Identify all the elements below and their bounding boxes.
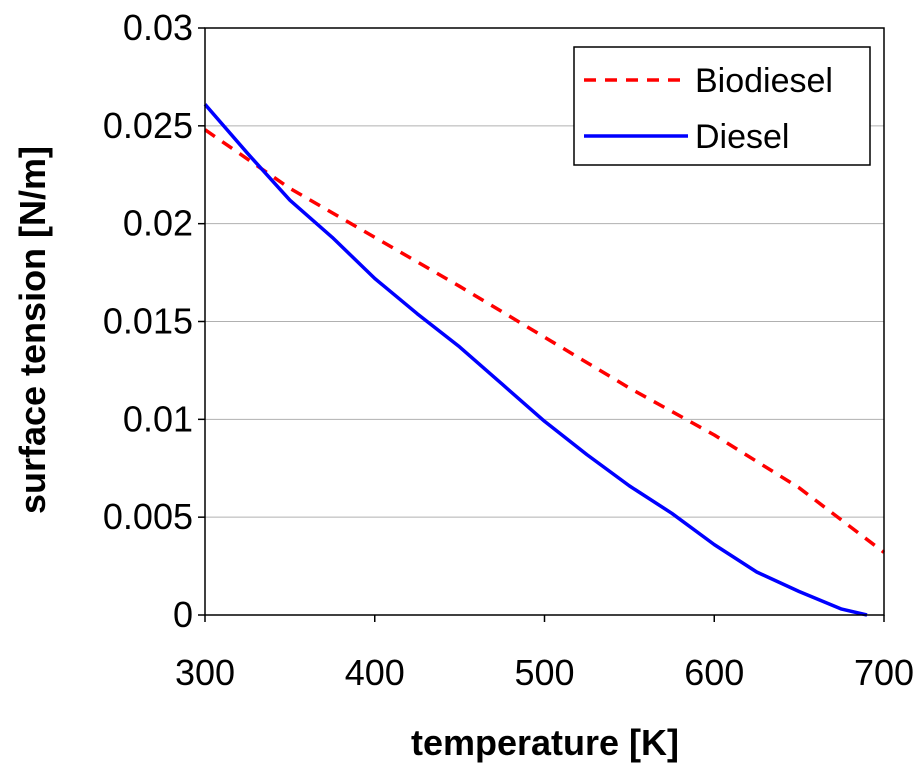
x-axis-title: temperature [K]: [411, 722, 679, 763]
legend-box: [573, 46, 871, 166]
x-tick-label: 300: [175, 652, 235, 693]
x-tick-label: 500: [514, 652, 574, 693]
x-tick-label: 600: [684, 652, 744, 693]
x-tick-label: 700: [854, 652, 914, 693]
x-axis-ticks: 300 400 500 600 700: [175, 615, 914, 693]
series-line-biodiesel: [204, 128, 886, 554]
y-axis-title: surface tension [N/m]: [12, 146, 53, 514]
y-tick-label: 0.015: [103, 301, 193, 342]
legend: Biodiesel Diesel: [573, 46, 871, 166]
y-axis-ticks: 0 0.005 0.01 0.015 0.02 0.025 0.03: [103, 7, 205, 635]
y-tick-label: 0.01: [123, 398, 193, 439]
series-line-diesel: [203, 103, 868, 617]
legend-label-diesel: Diesel: [695, 118, 789, 156]
y-tick-label: 0.02: [123, 203, 193, 244]
gridlines: [205, 125, 884, 518]
series-lines: [203, 103, 886, 617]
x-tick-label: 400: [345, 652, 405, 693]
y-tick-label: 0.005: [103, 496, 193, 537]
legend-label-biodiesel: Biodiesel: [695, 62, 833, 100]
y-tick-label: 0: [173, 594, 193, 635]
y-tick-label: 0.025: [103, 105, 193, 146]
y-tick-label: 0.03: [123, 7, 193, 48]
